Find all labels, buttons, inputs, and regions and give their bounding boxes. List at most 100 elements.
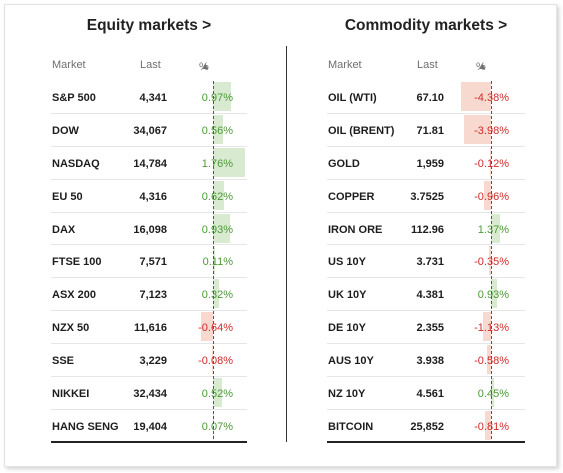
market-name[interactable]: OIL (WTI) xyxy=(328,92,377,104)
pct-header-label: % xyxy=(476,61,486,73)
market-name[interactable]: ASX 200 xyxy=(52,289,97,302)
last-price: 16,098 xyxy=(133,223,167,236)
table-row[interactable]: OIL (BRENT) 71.81 -3.98% xyxy=(327,114,525,147)
change-bar xyxy=(213,246,215,276)
market-name[interactable]: DOW xyxy=(52,124,79,137)
change-bar xyxy=(491,213,501,243)
percent-change: -0.64% xyxy=(198,322,233,335)
change-bar xyxy=(491,279,498,309)
percent-change: 0.11% xyxy=(202,256,233,269)
zero-line xyxy=(491,81,492,439)
table-row[interactable]: NZX 50 11,616 -0.64% xyxy=(51,311,247,345)
market-name[interactable]: GOLD xyxy=(328,157,360,170)
table-row[interactable]: AUS 10Y 3.938 -0.58% xyxy=(327,344,525,378)
equity-table-body: S&P 500 4,341 0.97% DOW 34,067 0.56% NASDAQ 14,… xyxy=(51,81,247,443)
percent-change: 0.32% xyxy=(201,289,233,302)
percent-change: 0.93% xyxy=(477,289,509,302)
market-name[interactable]: FTSE 100 xyxy=(52,256,102,269)
market-name[interactable]: BITCOIN xyxy=(328,420,374,433)
change-bar xyxy=(213,378,223,408)
table-row[interactable]: IRON ORE 112.96 1.37% xyxy=(327,213,525,246)
market-name[interactable]: NZX 50 xyxy=(52,322,90,335)
last-price: 4.561 xyxy=(416,388,444,401)
last-column-header[interactable]: Last xyxy=(417,59,438,71)
last-price: 1,959 xyxy=(416,157,444,170)
market-name[interactable]: NIKKEI xyxy=(52,388,90,401)
table-row[interactable]: US 10Y 3.731 -0.35% xyxy=(327,245,525,279)
last-column-header[interactable]: Last xyxy=(140,59,161,71)
last-price: 4.381 xyxy=(416,289,444,302)
market-name[interactable]: UK 10Y xyxy=(328,289,367,302)
market-name[interactable]: SSE xyxy=(52,355,75,368)
last-price: 67.10 xyxy=(416,92,444,104)
change-bar xyxy=(213,180,225,210)
commodity-markets-link[interactable]: Commodity markets > xyxy=(344,17,508,34)
percent-change: 0.62% xyxy=(201,190,233,203)
market-name[interactable]: COPPER xyxy=(328,190,375,203)
market-name[interactable]: NASDAQ xyxy=(52,157,100,170)
table-row[interactable]: HANG SENG 19,404 0.07% xyxy=(51,410,247,443)
table-row[interactable]: SSE 3,229 -0.08% xyxy=(51,344,247,378)
change-bar xyxy=(211,345,213,375)
market-name[interactable]: NZ 10Y xyxy=(328,388,366,401)
table-row[interactable]: EU 50 4,316 0.62% xyxy=(51,180,247,213)
last-price: 3,229 xyxy=(139,355,167,368)
table-row[interactable]: NASDAQ 14,784 1.76% xyxy=(51,147,247,180)
sort-arrow-icon: ▲ xyxy=(201,61,210,71)
market-name[interactable]: HANG SENG xyxy=(52,420,119,433)
zero-line xyxy=(213,81,214,439)
table-row[interactable]: DAX 16,098 0.93% xyxy=(51,213,247,246)
last-price: 3.938 xyxy=(416,355,444,368)
table-row[interactable]: GOLD 1,959 -0.12% xyxy=(327,147,525,180)
last-price: 2.355 xyxy=(416,322,444,335)
equity-table-header: Market Last % ▲ xyxy=(51,57,247,77)
market-name[interactable]: US 10Y xyxy=(328,256,366,269)
percent-change: 0.07% xyxy=(201,420,233,433)
sort-arrow-icon: ▲ xyxy=(478,61,487,71)
market-column-header[interactable]: Market xyxy=(52,59,86,71)
table-row[interactable]: NIKKEI 32,434 0.52% xyxy=(51,377,247,410)
change-bar xyxy=(488,246,491,276)
change-bar xyxy=(213,82,231,111)
change-bar xyxy=(483,312,491,342)
table-row[interactable]: UK 10Y 4.381 0.93% xyxy=(327,278,525,312)
table-row[interactable]: OIL (WTI) 67.10 -4.38% xyxy=(327,81,525,114)
last-price: 19,404 xyxy=(133,420,167,433)
panel-divider xyxy=(286,46,287,442)
last-price: 7,571 xyxy=(139,256,167,269)
change-bar xyxy=(487,345,491,375)
table-row[interactable]: BITCOIN 25,852 -0.81% xyxy=(327,410,525,443)
percent-change: 0.97% xyxy=(201,92,233,104)
percent-change: 0.56% xyxy=(201,124,233,137)
equity-markets-link[interactable]: Equity markets > xyxy=(86,17,212,34)
market-name[interactable]: AUS 10Y xyxy=(328,355,374,368)
change-bar xyxy=(491,378,495,408)
market-name[interactable]: EU 50 xyxy=(52,190,83,203)
market-name[interactable]: S&P 500 xyxy=(52,92,96,104)
market-column-header[interactable]: Market xyxy=(328,59,362,71)
percent-change: 0.52% xyxy=(201,388,233,401)
last-price: 4,341 xyxy=(139,92,167,104)
percent-change: 0.93% xyxy=(201,223,233,236)
change-bar xyxy=(201,312,213,342)
table-row[interactable]: FTSE 100 7,571 0.11% xyxy=(51,245,247,279)
table-row[interactable]: ASX 200 7,123 0.32% xyxy=(51,278,247,312)
last-price: 4,316 xyxy=(139,190,167,203)
last-price: 11,616 xyxy=(133,322,167,335)
market-name[interactable]: DAX xyxy=(52,223,76,236)
market-name[interactable]: DE 10Y xyxy=(328,322,366,335)
table-row[interactable]: DOW 34,067 0.56% xyxy=(51,114,247,147)
last-price: 32,434 xyxy=(133,388,167,401)
last-price: 34,067 xyxy=(133,124,167,137)
table-row[interactable]: S&P 500 4,341 0.97% xyxy=(51,81,247,114)
market-name[interactable]: OIL (BRENT) xyxy=(328,124,395,137)
change-bar xyxy=(463,114,491,144)
table-row[interactable]: COPPER 3.7525 -0.96% xyxy=(327,180,525,213)
table-row[interactable]: NZ 10Y 4.561 0.45% xyxy=(327,377,525,410)
market-name[interactable]: IRON ORE xyxy=(328,223,383,236)
table-row[interactable]: DE 10Y 2.355 -1.13% xyxy=(327,311,525,345)
last-price: 3.731 xyxy=(416,256,444,269)
percent-change: 0.45% xyxy=(477,388,509,401)
percent-change: 1.76% xyxy=(201,157,233,170)
change-bar xyxy=(485,410,491,440)
